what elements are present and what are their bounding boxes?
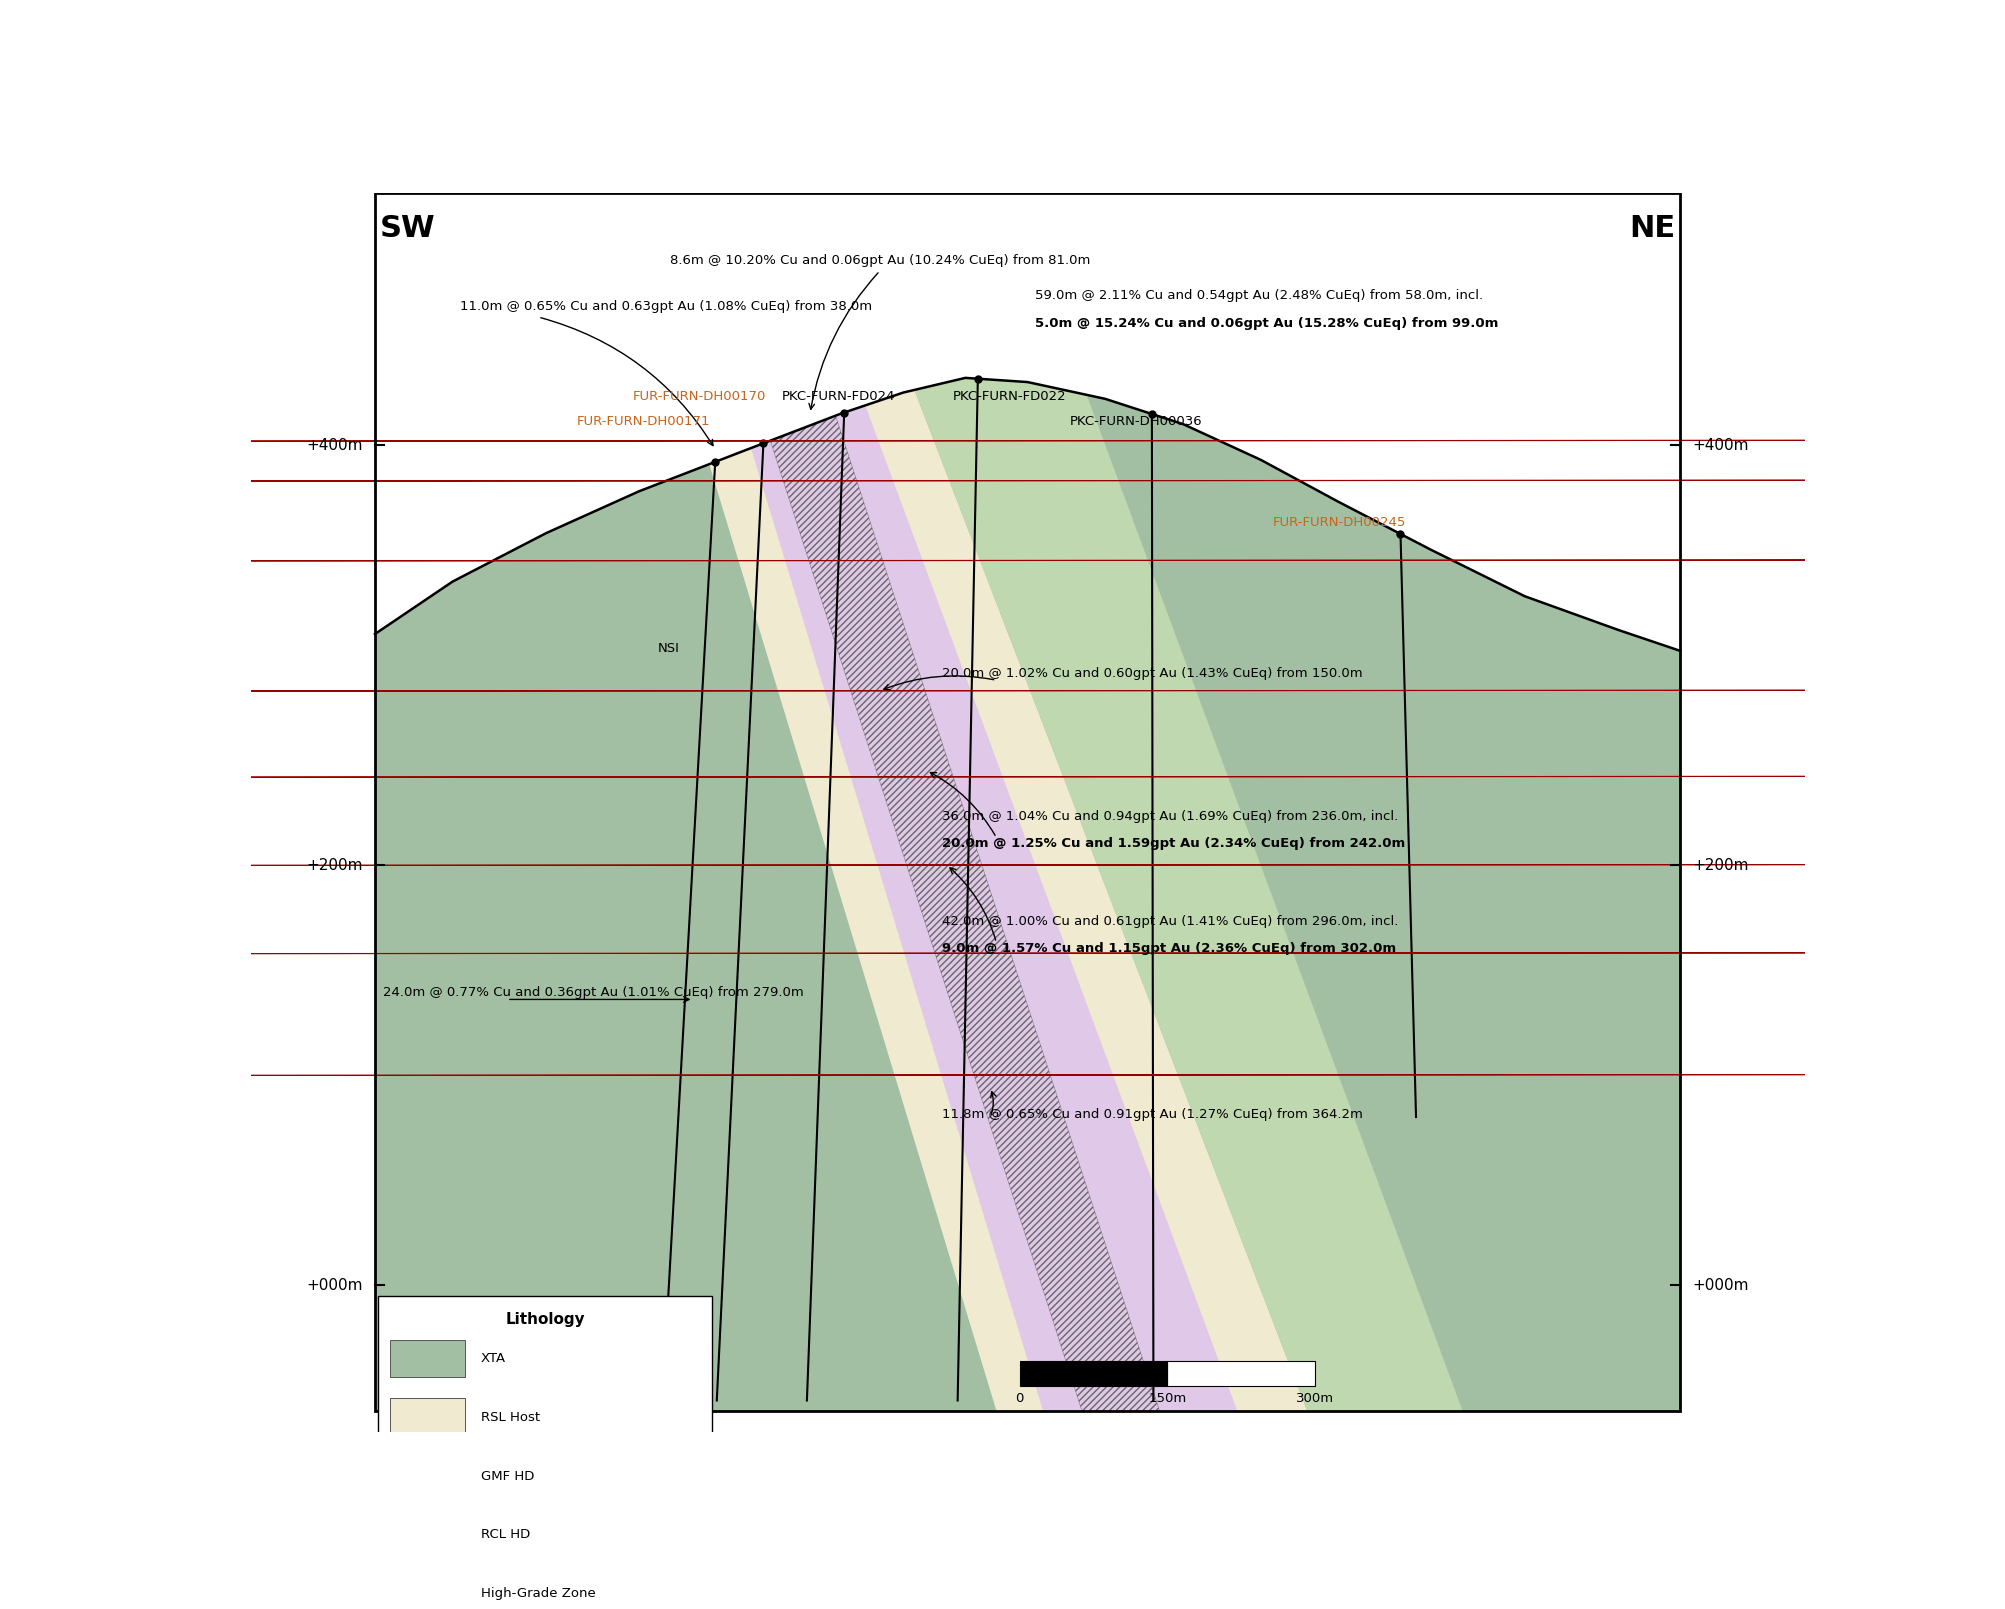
Text: NSI: NSI	[658, 642, 680, 655]
Text: +000m: +000m	[1692, 1278, 1748, 1292]
Text: +200m: +200m	[1692, 858, 1748, 872]
Text: 5.0m @ 15.24% Cu and 0.06gpt Au (15.28% CuEq) from 99.0m: 5.0m @ 15.24% Cu and 0.06gpt Au (15.28% …	[1035, 317, 1498, 330]
Text: 20.0m @ 1.25% Cu and 1.59gpt Au (2.34% CuEq) from 242.0m: 20.0m @ 1.25% Cu and 1.59gpt Au (2.34% C…	[942, 837, 1406, 850]
Text: +400m: +400m	[1692, 438, 1748, 452]
Text: 20.0m @ 1.02% Cu and 0.60gpt Au (1.43% CuEq) from 150.0m: 20.0m @ 1.02% Cu and 0.60gpt Au (1.43% C…	[942, 668, 1363, 681]
Bar	[391, 1398, 465, 1437]
Text: 300m: 300m	[1295, 1392, 1333, 1405]
Text: 0: 0	[1017, 1392, 1025, 1405]
Text: XTA: XTA	[481, 1352, 505, 1364]
Text: RSL Host: RSL Host	[481, 1411, 539, 1424]
Text: 42.0m @ 1.00% Cu and 0.61gpt Au (1.41% CuEq) from 296.0m, incl.: 42.0m @ 1.00% Cu and 0.61gpt Au (1.41% C…	[942, 916, 1397, 928]
Text: SW: SW	[379, 214, 435, 243]
Polygon shape	[0, 856, 2005, 874]
Text: FUR-FURN-DH00171: FUR-FURN-DH00171	[577, 415, 710, 428]
Polygon shape	[375, 193, 1680, 652]
Polygon shape	[0, 682, 2005, 698]
Text: PKC-FURN-DH00036: PKC-FURN-DH00036	[1069, 415, 1203, 428]
Bar	[1167, 1361, 1315, 1385]
Text: FUR-FURN-DH00170: FUR-FURN-DH00170	[634, 389, 766, 404]
Bar	[391, 1516, 465, 1554]
Text: 36.0m @ 1.04% Cu and 0.94gpt Au (1.69% CuEq) from 236.0m, incl.: 36.0m @ 1.04% Cu and 0.94gpt Au (1.69% C…	[942, 809, 1397, 824]
Bar	[391, 1575, 465, 1609]
Text: 11.8m @ 0.65% Cu and 0.91gpt Au (1.27% CuEq) from 364.2m: 11.8m @ 0.65% Cu and 0.91gpt Au (1.27% C…	[942, 1109, 1363, 1121]
Bar	[375, 193, 1680, 1411]
Text: PKC-FURN-FD022: PKC-FURN-FD022	[952, 389, 1067, 404]
Bar	[391, 1458, 465, 1495]
Bar	[391, 1340, 465, 1377]
Polygon shape	[724, 360, 1237, 1411]
Polygon shape	[0, 1070, 2005, 1080]
Bar	[375, 193, 1680, 1411]
Text: Lithology: Lithology	[505, 1313, 585, 1327]
Text: 9.0m @ 1.57% Cu and 1.15gpt Au (2.36% CuEq) from 302.0m: 9.0m @ 1.57% Cu and 1.15gpt Au (2.36% Cu…	[942, 943, 1395, 956]
Bar	[379, 1295, 712, 1609]
Polygon shape	[902, 360, 1462, 1411]
Text: RCL HD: RCL HD	[481, 1529, 529, 1541]
Text: 8.6m @ 10.20% Cu and 0.06gpt Au (10.24% CuEq) from 81.0m: 8.6m @ 10.20% Cu and 0.06gpt Au (10.24% …	[670, 254, 1091, 267]
Polygon shape	[0, 473, 2005, 488]
Text: High-Grade Zone: High-Grade Zone	[481, 1586, 595, 1601]
Text: GMF HD: GMF HD	[481, 1469, 533, 1482]
Polygon shape	[678, 360, 1307, 1411]
Bar	[1021, 1361, 1167, 1385]
Polygon shape	[0, 771, 2005, 784]
Polygon shape	[0, 436, 2005, 446]
Text: PKC-FURN-FD024: PKC-FURN-FD024	[782, 389, 896, 404]
Text: +000m: +000m	[307, 1278, 363, 1292]
Text: +400m: +400m	[307, 438, 363, 452]
Text: 59.0m @ 2.11% Cu and 0.54gpt Au (2.48% CuEq) from 58.0m, incl.: 59.0m @ 2.11% Cu and 0.54gpt Au (2.48% C…	[1035, 290, 1484, 302]
Polygon shape	[0, 943, 2005, 964]
Text: 24.0m @ 0.77% Cu and 0.36gpt Au (1.01% CuEq) from 279.0m: 24.0m @ 0.77% Cu and 0.36gpt Au (1.01% C…	[383, 986, 804, 999]
Polygon shape	[0, 550, 2005, 571]
Text: 11.0m @ 0.65% Cu and 0.63gpt Au (1.08% CuEq) from 38.0m: 11.0m @ 0.65% Cu and 0.63gpt Au (1.08% C…	[461, 299, 872, 312]
Text: +200m: +200m	[307, 858, 363, 872]
Text: 150m: 150m	[1149, 1392, 1187, 1405]
Text: NE: NE	[1630, 214, 1676, 243]
Text: FUR-FURN-DH00245: FUR-FURN-DH00245	[1273, 516, 1406, 529]
